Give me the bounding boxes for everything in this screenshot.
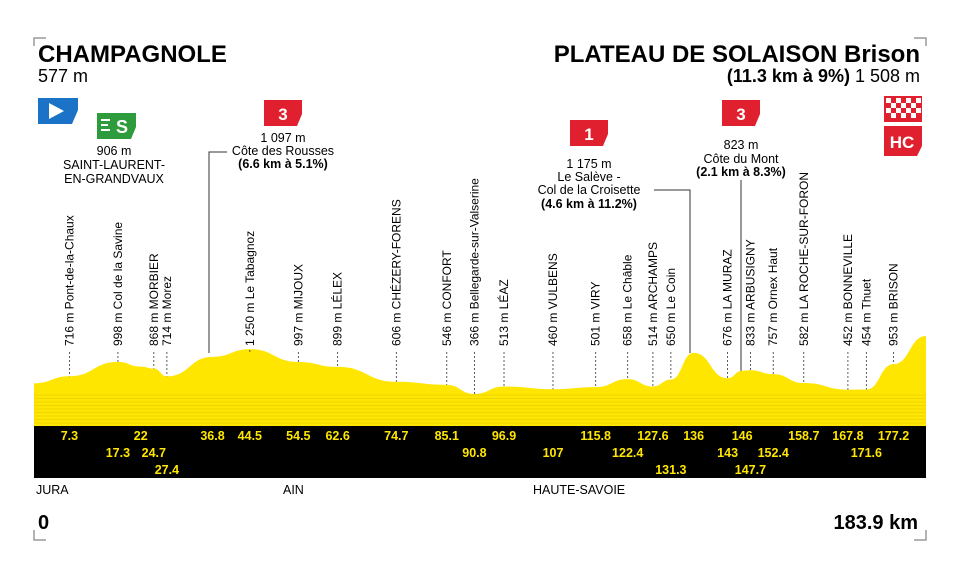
climb-category-icon: 3 [722, 100, 760, 126]
waypoint-label: 658 m Le Châble [621, 254, 635, 346]
km-marker: 17.3 [106, 446, 130, 460]
finish-checkered-flag-icon [884, 96, 922, 122]
climb-category-icon: 1 [570, 120, 608, 146]
climb-category-label: HC [890, 133, 915, 152]
km-marker: 44.5 [238, 429, 262, 443]
waypoint-label: 833 m ARBUSIGNY [743, 239, 757, 346]
waypoint-label: 606 m CHÉZERY-FORENS [388, 199, 403, 346]
km-marker: 74.7 [384, 429, 408, 443]
waypoint-label: 582 m LA ROCHE-SUR-FORON [797, 172, 811, 346]
km-marker: 107 [543, 446, 564, 460]
waypoint-label: 546 m CONFORT [440, 250, 454, 346]
km-band [34, 426, 926, 478]
finish-line2: (11.3 km à 9%) 1 508 m [727, 66, 920, 86]
finish-km: 183.9 km [833, 512, 918, 534]
waypoint-label: 514 m ARCHAMPS [646, 242, 660, 346]
region-label: HAUTE-SAVOIE [533, 483, 625, 497]
km-markers: 7.3 17.3 22 24.7 27.4 36.8 44.5 54.5 62.6 74.7 85.… [61, 429, 909, 477]
region-label: AIN [283, 483, 304, 497]
km-marker: 171.6 [851, 446, 882, 460]
waypoint-label: 1 250 m Le Tabagnoz [243, 231, 257, 346]
start-km: 0 [38, 512, 49, 534]
km-marker: 147.7 [735, 463, 766, 477]
km-marker: 115.8 [580, 429, 611, 443]
climb-name-line2: Col de la Croisette [538, 183, 641, 197]
climb-detail: (2.1 km à 8.3%) [696, 165, 786, 179]
climb-name-line1: Le Salève - [557, 170, 620, 184]
waypoint-label: 714 m Morez [160, 276, 174, 346]
waypoint-label: 366 m Bellegarde-sur-Valserine [467, 178, 481, 346]
start-name: CHAMPAGNOLE [38, 41, 227, 68]
waypoint-label: 454 m Thuet [859, 278, 873, 346]
km-marker: 7.3 [61, 429, 78, 443]
km-marker: 62.6 [325, 429, 349, 443]
waypoint-label: 953 m BRISON [887, 263, 901, 346]
finish-climb-detail: (11.3 km à 9%) [727, 66, 850, 86]
region-label: JURA [36, 483, 69, 497]
waypoint-label: 998 m Col de la Savine [111, 222, 125, 346]
km-marker: 27.4 [155, 463, 179, 477]
km-marker: 122.4 [612, 446, 643, 460]
climb-name: Côte des Rousses [232, 144, 334, 158]
km-marker: 127.6 [637, 429, 668, 443]
sprint-s-icon: S [97, 113, 136, 139]
waypoint-label: 676 m LA MURAZ [721, 249, 735, 346]
km-marker: 152.4 [758, 446, 789, 460]
waypoint-label: 868 m MORBIER [147, 253, 161, 346]
km-marker: 177.2 [878, 429, 909, 443]
waypoint-label: 501 m VIRY [589, 282, 603, 346]
km-marker: 146 [732, 429, 753, 443]
km-marker: 24.7 [142, 446, 166, 460]
km-marker: 136 [683, 429, 704, 443]
finish-altitude: 1 508 m [855, 66, 920, 86]
start-altitude: 577 m [38, 66, 88, 86]
elevation-profile [34, 335, 926, 426]
sprint-place-line1: SAINT-LAURENT- [63, 158, 165, 172]
km-marker: 90.8 [462, 446, 486, 460]
climb-category-label: 3 [278, 105, 287, 124]
km-marker: 22 [134, 429, 148, 443]
km-marker: 96.9 [492, 429, 516, 443]
waypoint-label: 716 m Pont-de-la-Chaux [62, 215, 76, 346]
waypoint-labels: 716 m Pont-de-la-Chaux 998 m Col de la Sa… [62, 172, 901, 394]
climb-altitude: 823 m [724, 138, 759, 152]
sprint-place-line2: EN-GRANDVAUX [64, 172, 164, 186]
km-marker: 167.8 [832, 429, 863, 443]
sprint-altitude: 906 m [97, 144, 132, 158]
elevation-area [34, 335, 926, 426]
km-marker: 143 [717, 446, 738, 460]
climb-detail: (4.6 km à 11.2%) [541, 197, 637, 211]
climb-detail: (6.6 km à 5.1%) [238, 157, 328, 171]
climb-category-icon: HC [884, 126, 922, 156]
waypoint-label: 650 m Le Coin [664, 268, 678, 346]
km-marker: 54.5 [286, 429, 310, 443]
waypoint-label: 513 m LÉAZ [496, 279, 511, 346]
frame-corners [33, 37, 927, 541]
elevation-hatching [34, 394, 926, 424]
km-marker: 36.8 [200, 429, 224, 443]
climb-name: Côte du Mont [703, 152, 779, 166]
climb-altitude: 1 175 m [566, 157, 611, 171]
climb-category-label: 1 [584, 125, 593, 144]
climb-altitude: 1 097 m [260, 131, 305, 145]
km-marker: 158.7 [788, 429, 819, 443]
climb-category-icon: 3 [264, 100, 302, 126]
climb-category-label: 3 [736, 105, 745, 124]
km-marker: 85.1 [435, 429, 459, 443]
waypoint-label: 997 m MIJOUX [291, 264, 305, 346]
km-marker: 131.3 [655, 463, 686, 477]
finish-name: PLATEAU DE SOLAISON Brison [554, 41, 920, 68]
waypoint-label: 452 m BONNEVILLE [841, 234, 855, 346]
waypoint-label: 460 m VULBENS [546, 253, 560, 346]
waypoint-label: 899 m LÉLEX [330, 272, 345, 346]
waypoint-label: 757 m Ornex Haut [766, 247, 780, 346]
sprint-label: S [116, 117, 128, 137]
start-flag-icon [38, 98, 78, 124]
